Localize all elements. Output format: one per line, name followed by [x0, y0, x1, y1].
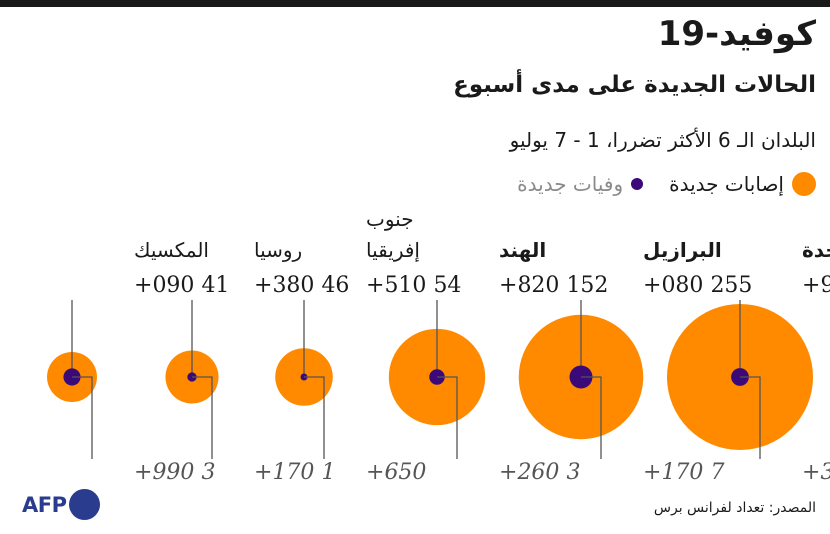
country-label: إفريقيا [366, 238, 420, 263]
legend-label-cases: إصابات جديدة [669, 172, 784, 196]
country-label: الهند [499, 238, 546, 262]
source-note: المصدر: تعداد لفرانس برس [653, 500, 816, 516]
chart-title: كوفيد-19 [657, 14, 816, 54]
deaths-leader-line [304, 376, 325, 459]
deaths-value-label: 3 990+ [134, 460, 215, 485]
cases-value-label: 54 510+ [366, 273, 461, 298]
country-label: الولايات المتحدة [802, 238, 830, 262]
legend: إصابات جديدة وفيات جديدة [491, 172, 816, 196]
afp-logo-text: AFP [22, 492, 67, 517]
afp-logo: AFP [22, 489, 100, 520]
legend-item-cases: إصابات جديدة [669, 172, 816, 196]
afp-logo-dot [68, 489, 100, 520]
country-label: البرازيل [643, 238, 722, 262]
deaths-leader-line [72, 376, 93, 459]
cases-swatch [792, 172, 816, 196]
deaths-leader-line [192, 376, 213, 459]
deaths-value-label: 1 170+ [254, 460, 335, 485]
deaths-leader-line [740, 376, 761, 459]
country-label: روسيا [254, 238, 302, 262]
cases-value-label: 46 380+ [254, 273, 349, 298]
cases-value-label: 350 980+ [802, 273, 830, 298]
deaths-leader-line [581, 376, 602, 459]
deaths-value-label: 650+ [366, 460, 426, 485]
deaths-value-label: 3 260+ [499, 460, 580, 485]
deaths-value-label: 4 300+ [802, 460, 830, 485]
country-label: المكسيك [134, 238, 209, 262]
legend-item-deaths: وفيات جديدة [517, 172, 644, 196]
cases-value-label: 152 820+ [499, 273, 608, 298]
cases-value-label: 255 080+ [643, 273, 752, 298]
deaths-value-label: 7 170+ [643, 460, 724, 485]
chart-subtitle: الحالات الجديدة على مدى أسبوع [453, 72, 816, 98]
top-bar [0, 0, 830, 7]
country-label: جنوب [366, 207, 414, 231]
legend-label-deaths: وفيات جديدة [517, 172, 624, 196]
deaths-leader-line [437, 376, 458, 459]
chart-scope: البلدان الـ 6 الأكثر تضررا، 1 - 7 يوليو [509, 128, 816, 152]
deaths-swatch [631, 178, 644, 190]
cases-value-label: 41 090+ [134, 273, 229, 298]
